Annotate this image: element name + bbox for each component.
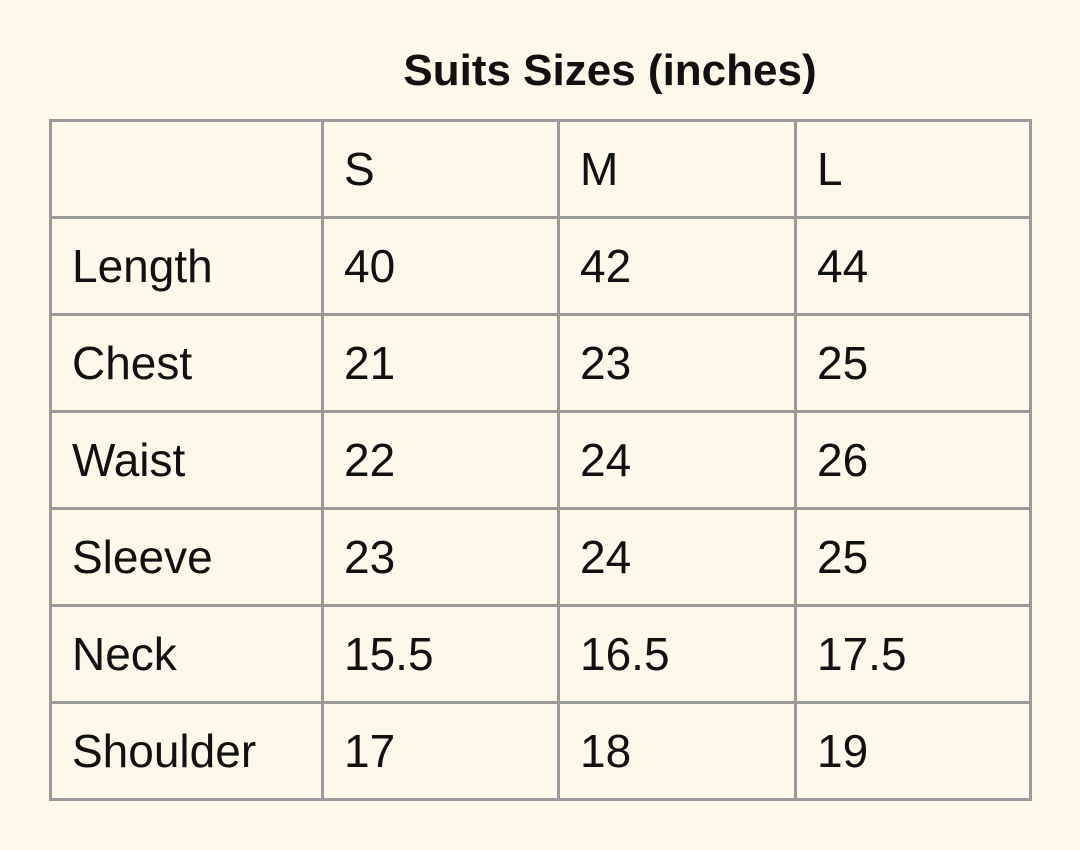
cell: 15.5 [321, 604, 560, 704]
cell: 24 [557, 507, 797, 607]
cell: 21 [321, 313, 560, 413]
cell: 26 [794, 410, 1032, 510]
cell: 22 [321, 410, 560, 510]
row-label: Waist [49, 410, 324, 510]
cell: 44 [794, 216, 1032, 316]
cell: 23 [557, 313, 797, 413]
row-label: Sleeve [49, 507, 324, 607]
row-label: Shoulder [49, 701, 324, 801]
table-row: Length 40 42 44 [49, 216, 1032, 316]
table-row: Sleeve 23 24 25 [49, 507, 1032, 607]
cell: 17 [321, 701, 560, 801]
cell: 42 [557, 216, 797, 316]
table-row: Chest 21 23 25 [49, 313, 1032, 413]
row-label: Neck [49, 604, 324, 704]
cell: 24 [557, 410, 797, 510]
size-table: S M L Length 40 42 44 Chest 21 23 25 Waist 22 24 26 Sle… [49, 119, 1032, 801]
cell: 19 [794, 701, 1032, 801]
cell: 40 [321, 216, 560, 316]
table-row: Neck 15.5 16.5 17.5 [49, 604, 1032, 704]
row-label: Chest [49, 313, 324, 413]
row-label: Length [49, 216, 324, 316]
cell: 18 [557, 701, 797, 801]
cell: 25 [794, 313, 1032, 413]
cell: 23 [321, 507, 560, 607]
table-title: Suits Sizes (inches) [403, 46, 817, 95]
cell: 17.5 [794, 604, 1032, 704]
column-header: L [794, 119, 1032, 219]
column-header: M [557, 119, 797, 219]
column-header: S [321, 119, 560, 219]
table-body: S M L Length 40 42 44 Chest 21 23 25 Waist 22 24 26 Sle… [49, 119, 1032, 801]
cell: 16.5 [557, 604, 797, 704]
corner-cell [49, 119, 324, 219]
table-row: Shoulder 17 18 19 [49, 701, 1032, 801]
table-row: Waist 22 24 26 [49, 410, 1032, 510]
cell: 25 [794, 507, 1032, 607]
